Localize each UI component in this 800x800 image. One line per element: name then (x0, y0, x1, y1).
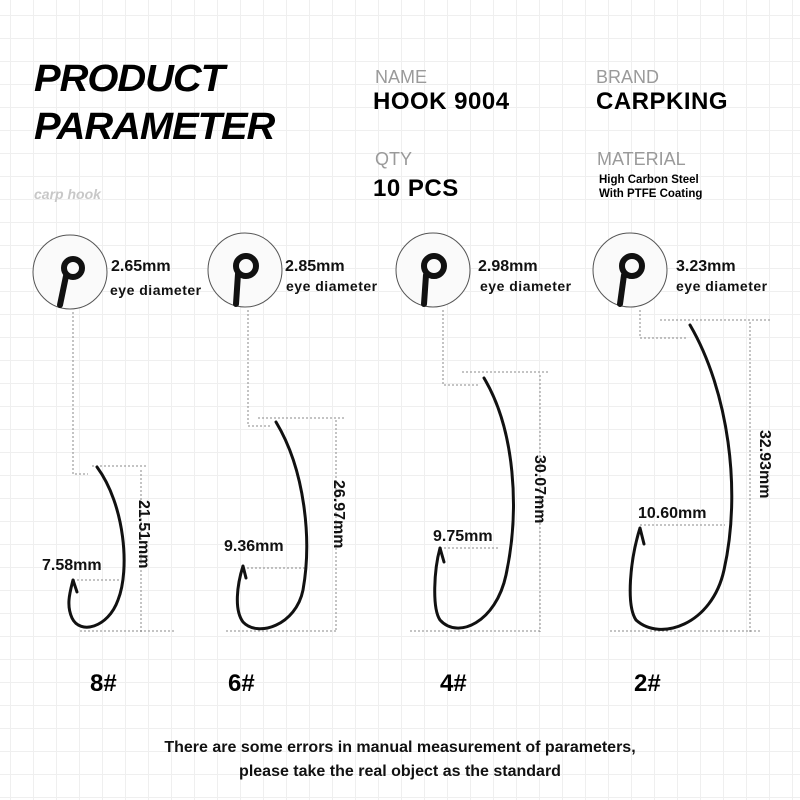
qty-label: QTY (375, 149, 413, 169)
size-4: 4# (440, 670, 467, 697)
eye-circle-6 (207, 232, 283, 308)
hook-8 (67, 465, 126, 629)
size-2: 2# (634, 670, 661, 697)
material-line-2: With PTFE Coating (599, 188, 703, 200)
eye-circle-2 (592, 232, 668, 308)
hook-2 (628, 323, 734, 631)
eye-circle-8 (32, 234, 108, 310)
size-8: 8# (90, 670, 117, 697)
gap-2: 10.60mm (638, 505, 707, 522)
eye-loops (57, 253, 645, 308)
material-label: MATERIAL (597, 149, 686, 169)
subtitle: carp hook (34, 186, 101, 202)
material-line-1: High Carbon Steel (599, 174, 699, 186)
gap-8: 7.58mm (42, 557, 102, 574)
length-6: 26.97mm (330, 480, 347, 549)
disclaimer-line-2: please take the real object as the stand… (239, 763, 561, 780)
brand-value: CARPKING (596, 88, 729, 115)
size-6: 6# (228, 670, 255, 697)
eye-circle-4 (395, 232, 471, 308)
gap-6: 9.36mm (224, 538, 284, 555)
dimension-lines (72, 310, 770, 632)
eye-label-8: eye diameter (110, 282, 202, 298)
eye-size-2: 3.23mm (676, 258, 736, 275)
eye-label-2: eye diameter (676, 278, 768, 294)
eye-magnifiers (32, 232, 668, 310)
brand-label: BRAND (596, 67, 660, 87)
eye-size-6: 2.85mm (285, 258, 345, 275)
hook-4 (433, 376, 515, 630)
gap-4: 9.75mm (433, 528, 493, 545)
length-4: 30.07mm (531, 455, 548, 524)
title-line-1: PRODUCT (34, 58, 225, 100)
length-8: 21.51mm (135, 500, 152, 569)
hooks (67, 323, 734, 631)
eye-size-4: 2.98mm (478, 258, 538, 275)
qty-value: 10 PCS (373, 175, 459, 202)
length-2: 32.93mm (756, 430, 773, 499)
title-line-2: PARAMETER (34, 106, 275, 148)
eye-size-8: 2.65mm (111, 258, 171, 275)
name-value: HOOK 9004 (373, 88, 510, 115)
eye-label-6: eye diameter (286, 278, 378, 294)
name-label: NAME (375, 67, 428, 87)
eye-label-4: eye diameter (480, 278, 572, 294)
hook-6 (235, 420, 309, 631)
disclaimer-line-1: There are some errors in manual measurem… (164, 739, 636, 756)
